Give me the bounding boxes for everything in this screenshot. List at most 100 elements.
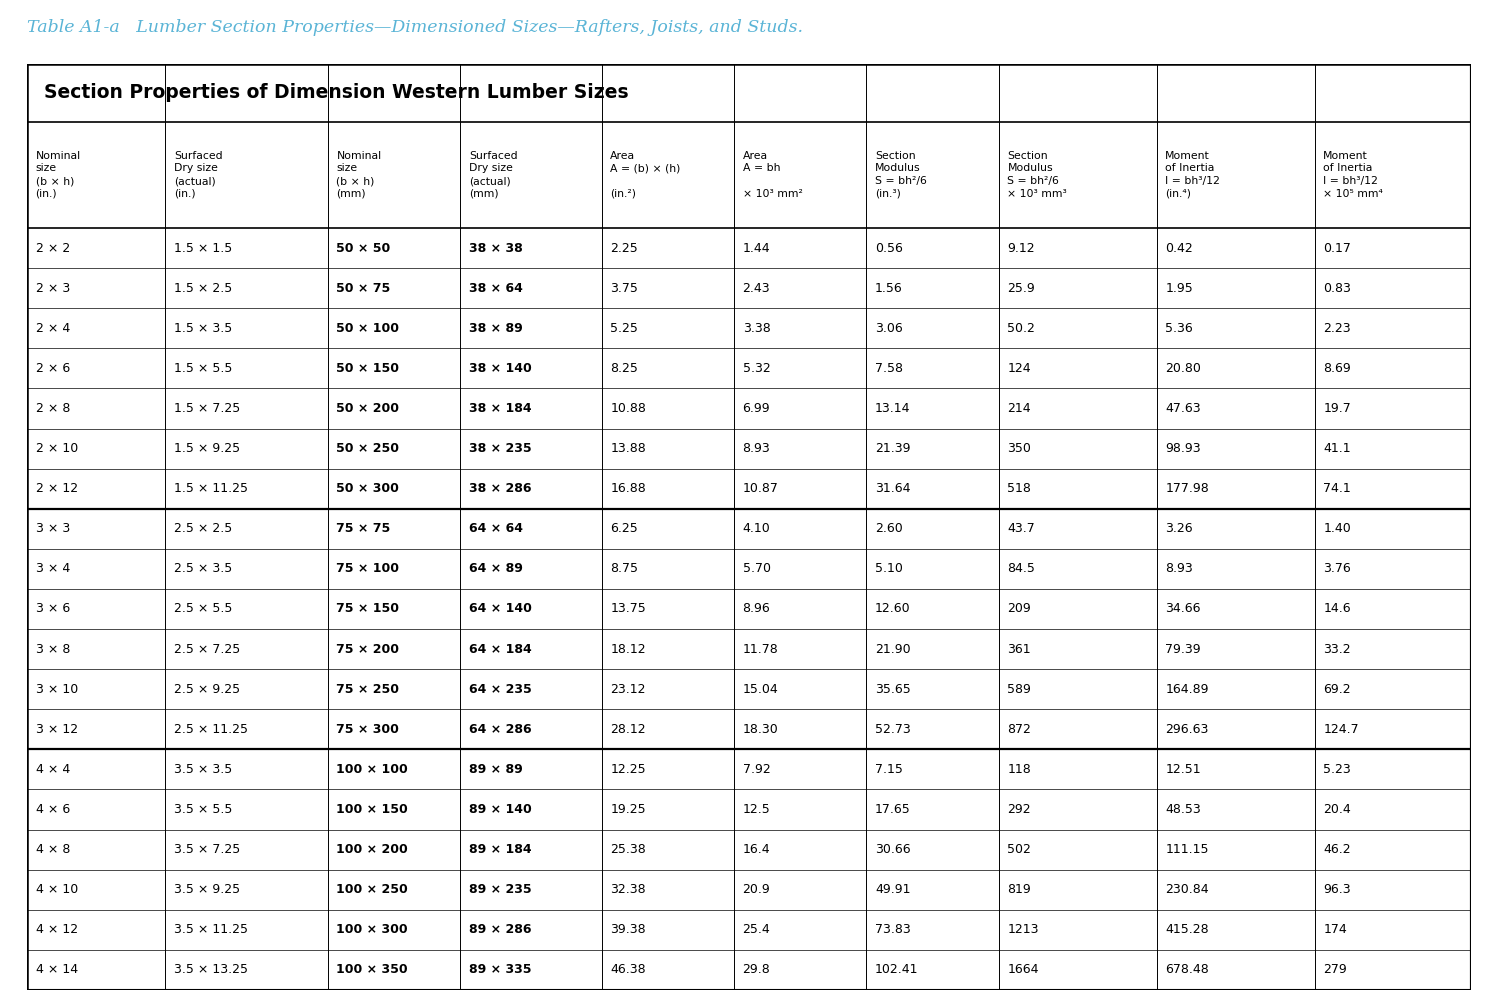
Text: 415.28: 415.28 [1165, 923, 1209, 936]
Text: 5.25: 5.25 [610, 322, 639, 335]
Text: 64 × 286: 64 × 286 [468, 722, 531, 735]
Text: Area
A = (b) × (h)

(in.²): Area A = (b) × (h) (in.²) [610, 150, 680, 199]
Text: 50 × 250: 50 × 250 [336, 442, 400, 455]
Text: 100 × 100: 100 × 100 [336, 763, 409, 776]
Text: 6.99: 6.99 [743, 402, 770, 415]
Text: 12.51: 12.51 [1165, 763, 1201, 776]
Text: 124: 124 [1007, 362, 1031, 375]
Text: 3 × 12: 3 × 12 [36, 722, 78, 735]
Text: 33.2: 33.2 [1323, 642, 1350, 655]
Text: 2 × 6: 2 × 6 [36, 362, 70, 375]
Text: 12.60: 12.60 [874, 602, 910, 615]
Text: 8.75: 8.75 [610, 562, 639, 575]
Text: 89 × 286: 89 × 286 [468, 923, 531, 936]
Text: 2.5 × 3.5: 2.5 × 3.5 [175, 562, 233, 575]
Text: 84.5: 84.5 [1007, 562, 1035, 575]
Text: 17.65: 17.65 [874, 803, 910, 816]
Text: 0.42: 0.42 [1165, 241, 1194, 255]
Text: 3.06: 3.06 [874, 322, 903, 335]
Text: 2 × 10: 2 × 10 [36, 442, 78, 455]
Text: 75 × 200: 75 × 200 [336, 642, 400, 655]
Text: 1.5 × 9.25: 1.5 × 9.25 [175, 442, 240, 455]
Text: 75 × 300: 75 × 300 [336, 722, 400, 735]
Text: 18.30: 18.30 [743, 722, 779, 735]
Text: 20.80: 20.80 [1165, 362, 1201, 375]
Text: 19.7: 19.7 [1323, 402, 1352, 415]
Text: 43.7: 43.7 [1007, 522, 1035, 535]
Text: Nominal
size
(b × h)
(mm): Nominal size (b × h) (mm) [336, 150, 382, 199]
Text: 16.4: 16.4 [743, 843, 770, 856]
Text: Nominal
size
(b × h)
(in.): Nominal size (b × h) (in.) [36, 150, 81, 199]
Text: 35.65: 35.65 [874, 682, 910, 695]
Text: 1.44: 1.44 [743, 241, 770, 255]
Text: 10.88: 10.88 [610, 402, 646, 415]
Text: 3.5 × 7.25: 3.5 × 7.25 [175, 843, 240, 856]
Text: 79.39: 79.39 [1165, 642, 1201, 655]
Text: 2.5 × 11.25: 2.5 × 11.25 [175, 722, 248, 735]
Text: 4.10: 4.10 [743, 522, 770, 535]
Text: 350: 350 [1007, 442, 1031, 455]
Text: 8.25: 8.25 [610, 362, 639, 375]
Text: 28.12: 28.12 [610, 722, 646, 735]
Text: Area
A = bh

× 10³ mm²: Area A = bh × 10³ mm² [743, 150, 803, 199]
Text: 96.3: 96.3 [1323, 883, 1350, 896]
Text: Moment
of Inertia
I = bh³/12
(in.⁴): Moment of Inertia I = bh³/12 (in.⁴) [1165, 150, 1220, 199]
Text: 361: 361 [1007, 642, 1031, 655]
Text: 10.87: 10.87 [743, 482, 779, 495]
Text: 2 × 8: 2 × 8 [36, 402, 70, 415]
Text: 50 × 50: 50 × 50 [336, 241, 391, 255]
Text: 2.5 × 7.25: 2.5 × 7.25 [175, 642, 240, 655]
Text: 50 × 100: 50 × 100 [336, 322, 400, 335]
Text: 279: 279 [1323, 964, 1347, 976]
Text: 23.12: 23.12 [610, 682, 646, 695]
Text: 20.9: 20.9 [743, 883, 770, 896]
Text: 174: 174 [1323, 923, 1347, 936]
Text: Section
Modulus
S = bh²/6
× 10³ mm³: Section Modulus S = bh²/6 × 10³ mm³ [1007, 150, 1067, 199]
Text: 3.26: 3.26 [1165, 522, 1194, 535]
Text: 100 × 350: 100 × 350 [336, 964, 407, 976]
Text: 38 × 64: 38 × 64 [468, 282, 522, 295]
Text: 7.15: 7.15 [874, 763, 903, 776]
Text: 3.5 × 13.25: 3.5 × 13.25 [175, 964, 248, 976]
Text: 12.25: 12.25 [610, 763, 646, 776]
Text: 1.40: 1.40 [1323, 522, 1352, 535]
Text: 0.17: 0.17 [1323, 241, 1352, 255]
Text: 1.95: 1.95 [1165, 282, 1194, 295]
Text: 20.4: 20.4 [1323, 803, 1352, 816]
Text: 8.96: 8.96 [743, 602, 770, 615]
Text: 100 × 150: 100 × 150 [336, 803, 409, 816]
Text: 5.23: 5.23 [1323, 763, 1352, 776]
Text: 8.69: 8.69 [1323, 362, 1352, 375]
Text: 3 × 6: 3 × 6 [36, 602, 70, 615]
Text: Section Properties of Dimension Western Lumber Sizes: Section Properties of Dimension Western … [45, 83, 628, 102]
Text: 75 × 75: 75 × 75 [336, 522, 391, 535]
Text: 50 × 300: 50 × 300 [336, 482, 400, 495]
Text: 19.25: 19.25 [610, 803, 646, 816]
Text: 29.8: 29.8 [743, 964, 770, 976]
Text: 25.38: 25.38 [610, 843, 646, 856]
Text: 4 × 6: 4 × 6 [36, 803, 70, 816]
Text: 3 × 10: 3 × 10 [36, 682, 78, 695]
Text: 8.93: 8.93 [743, 442, 770, 455]
Text: 6.25: 6.25 [610, 522, 639, 535]
Text: 48.53: 48.53 [1165, 803, 1201, 816]
Text: 1.5 × 3.5: 1.5 × 3.5 [175, 322, 233, 335]
Text: 38 × 89: 38 × 89 [468, 322, 522, 335]
Text: 872: 872 [1007, 722, 1031, 735]
Text: Surfaced
Dry size
(actual)
(in.): Surfaced Dry size (actual) (in.) [175, 150, 222, 199]
Text: 31.64: 31.64 [874, 482, 910, 495]
Text: 50.2: 50.2 [1007, 322, 1035, 335]
Text: 89 × 335: 89 × 335 [468, 964, 531, 976]
Text: 177.98: 177.98 [1165, 482, 1209, 495]
Text: 164.89: 164.89 [1165, 682, 1209, 695]
Text: 3.5 × 11.25: 3.5 × 11.25 [175, 923, 248, 936]
Text: 38 × 235: 38 × 235 [468, 442, 531, 455]
Text: 8.93: 8.93 [1165, 562, 1194, 575]
Text: 0.83: 0.83 [1323, 282, 1352, 295]
Text: 111.15: 111.15 [1165, 843, 1209, 856]
Text: 75 × 150: 75 × 150 [336, 602, 400, 615]
Text: 5.32: 5.32 [743, 362, 770, 375]
Text: 75 × 100: 75 × 100 [336, 562, 400, 575]
Text: 2 × 2: 2 × 2 [36, 241, 70, 255]
Text: 74.1: 74.1 [1323, 482, 1352, 495]
